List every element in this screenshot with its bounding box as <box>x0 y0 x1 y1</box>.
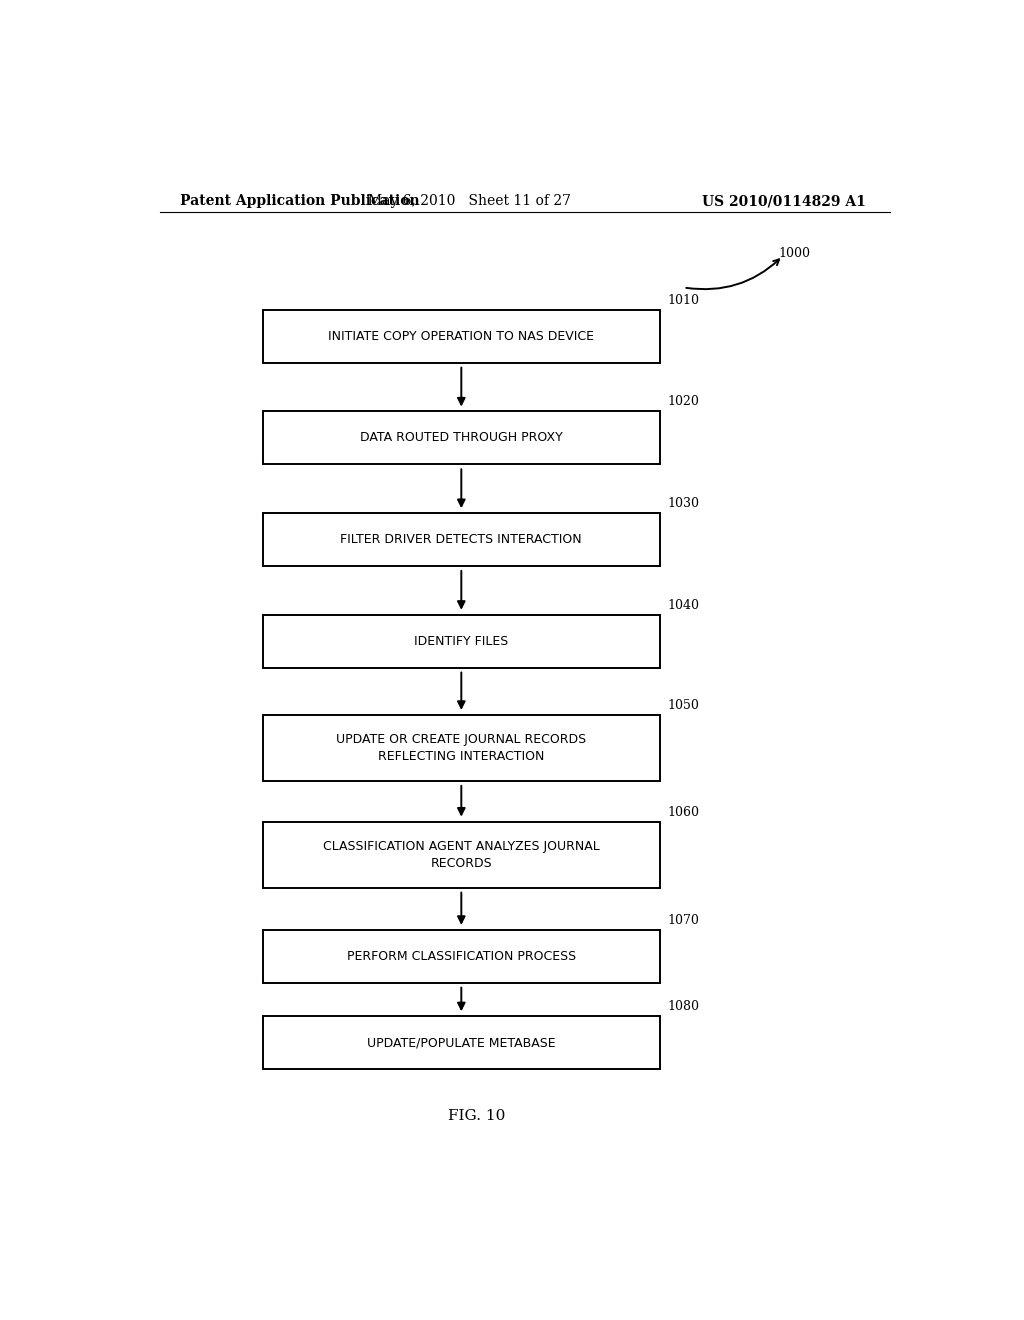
Text: 1000: 1000 <box>778 247 811 260</box>
Bar <box>263 715 659 781</box>
Text: May 6, 2010   Sheet 11 of 27: May 6, 2010 Sheet 11 of 27 <box>368 194 570 209</box>
Text: FILTER DRIVER DETECTS INTERACTION: FILTER DRIVER DETECTS INTERACTION <box>341 533 582 546</box>
Text: PERFORM CLASSIFICATION PROCESS: PERFORM CLASSIFICATION PROCESS <box>347 950 575 962</box>
Text: 1010: 1010 <box>668 294 699 306</box>
Bar <box>263 929 659 982</box>
Text: 1020: 1020 <box>668 396 699 408</box>
Text: US 2010/0114829 A1: US 2010/0114829 A1 <box>702 194 866 209</box>
Bar <box>263 513 659 566</box>
Bar <box>263 821 659 887</box>
Text: 1070: 1070 <box>668 913 699 927</box>
Bar <box>263 412 659 465</box>
Text: UPDATE OR CREATE JOURNAL RECORDS
REFLECTING INTERACTION: UPDATE OR CREATE JOURNAL RECORDS REFLECT… <box>336 733 587 763</box>
Text: FIG. 10: FIG. 10 <box>449 1109 506 1123</box>
Text: DATA ROUTED THROUGH PROXY: DATA ROUTED THROUGH PROXY <box>360 432 562 445</box>
Text: 1030: 1030 <box>668 498 699 510</box>
Text: 1060: 1060 <box>668 805 699 818</box>
Text: INITIATE COPY OPERATION TO NAS DEVICE: INITIATE COPY OPERATION TO NAS DEVICE <box>329 330 594 343</box>
Text: 1080: 1080 <box>668 1001 699 1014</box>
Bar <box>263 615 659 668</box>
Text: IDENTIFY FILES: IDENTIFY FILES <box>414 635 509 648</box>
Bar <box>263 1016 659 1069</box>
Text: Patent Application Publication: Patent Application Publication <box>179 194 419 209</box>
Text: 1040: 1040 <box>668 599 699 611</box>
Text: 1050: 1050 <box>668 698 699 711</box>
Text: CLASSIFICATION AGENT ANALYZES JOURNAL
RECORDS: CLASSIFICATION AGENT ANALYZES JOURNAL RE… <box>323 840 600 870</box>
Text: UPDATE/POPULATE METABASE: UPDATE/POPULATE METABASE <box>367 1036 556 1049</box>
Bar <box>263 310 659 363</box>
